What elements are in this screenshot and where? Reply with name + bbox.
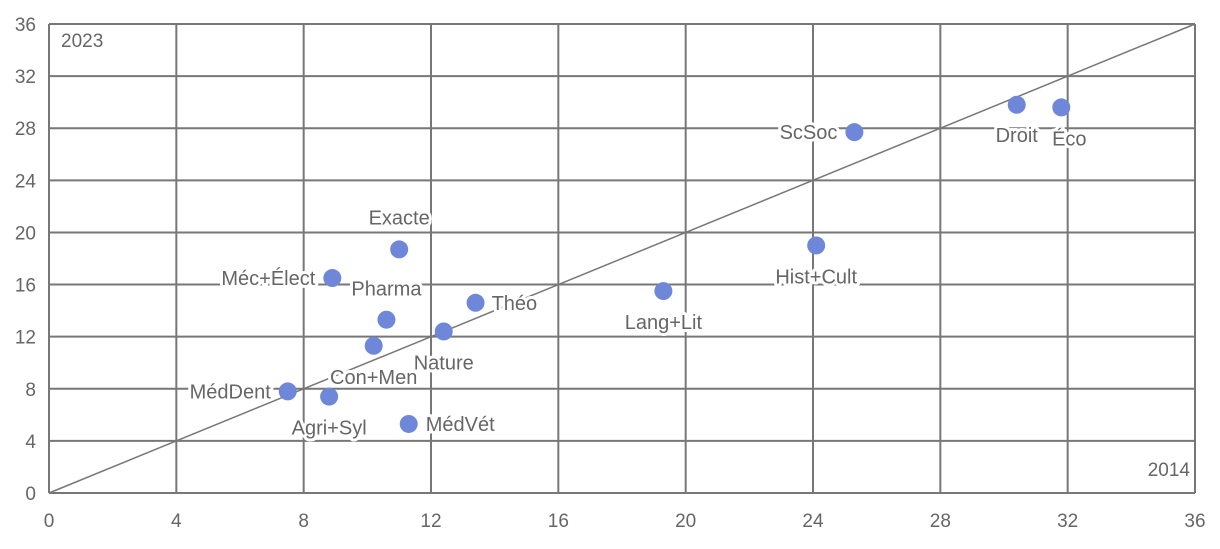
data-point[interactable] — [278, 382, 297, 401]
point-label: MédVét — [426, 414, 495, 436]
point-label: Agri+Syl — [292, 418, 367, 440]
point-labels: Droit Éco ScSoc Hist+Cult Lang+Lit Théo Exacte… — [187, 119, 1090, 442]
grid — [48, 23, 1196, 494]
data-point[interactable] — [399, 414, 418, 433]
x-tick-label: 0 — [44, 511, 55, 532]
points — [278, 95, 1071, 433]
y-tick-label: 0 — [25, 484, 36, 505]
data-point[interactable] — [845, 123, 864, 142]
point-label: Hist+Cult — [775, 266, 857, 288]
y-tick-label: 32 — [15, 67, 36, 88]
point-label: ScSoc — [780, 122, 838, 144]
point-label: Exacte — [369, 207, 430, 229]
data-point[interactable] — [434, 322, 453, 341]
point-label: Con+Men — [330, 367, 417, 389]
data-point[interactable] — [323, 269, 342, 288]
point-label: Théo — [492, 293, 538, 315]
y-tick-label: 8 — [25, 380, 36, 401]
data-point[interactable] — [466, 293, 485, 312]
y-tick-label: 16 — [15, 276, 36, 297]
point-label: Pharma — [351, 279, 422, 301]
reference-line — [48, 23, 1196, 494]
x-tick-label: 4 — [171, 511, 182, 532]
data-point[interactable] — [807, 236, 826, 255]
x-axis-label: 2014 — [1148, 460, 1191, 481]
data-point[interactable] — [1007, 95, 1026, 114]
data-point[interactable] — [390, 240, 409, 259]
axis-ticks: 0 4 8 12 16 20 24 28 32 36 0 4 8 12 16 20 24 28 32 36 — [15, 15, 1206, 532]
y-tick-label: 12 — [15, 328, 36, 349]
data-point[interactable] — [654, 282, 673, 301]
x-tick-label: 24 — [802, 511, 824, 532]
x-tick-label: 28 — [930, 511, 951, 532]
x-tick-label: 36 — [1184, 511, 1205, 532]
point-label: Méc+Élect — [221, 267, 315, 290]
point-label: Éco — [1052, 127, 1086, 150]
x-tick-label: 20 — [675, 511, 696, 532]
x-tick-label: 32 — [1057, 511, 1078, 532]
data-point[interactable] — [364, 336, 383, 355]
point-label: Lang+Lit — [625, 312, 703, 334]
data-point[interactable] — [1052, 98, 1071, 117]
point-label: MédDent — [190, 381, 272, 403]
y-tick-label: 4 — [25, 432, 36, 453]
point-label: Nature — [414, 352, 474, 374]
x-tick-label: 8 — [298, 511, 309, 532]
x-tick-label: 16 — [548, 511, 569, 532]
data-point[interactable] — [320, 387, 339, 406]
y-tick-label: 20 — [15, 223, 36, 244]
y-tick-label: 36 — [15, 15, 36, 36]
point-label: Droit — [996, 125, 1039, 147]
x-tick-label: 12 — [420, 511, 441, 532]
y-axis-label: 2023 — [61, 31, 103, 52]
data-point[interactable] — [377, 310, 396, 329]
y-tick-label: 28 — [15, 119, 36, 140]
y-tick-label: 24 — [15, 171, 37, 192]
